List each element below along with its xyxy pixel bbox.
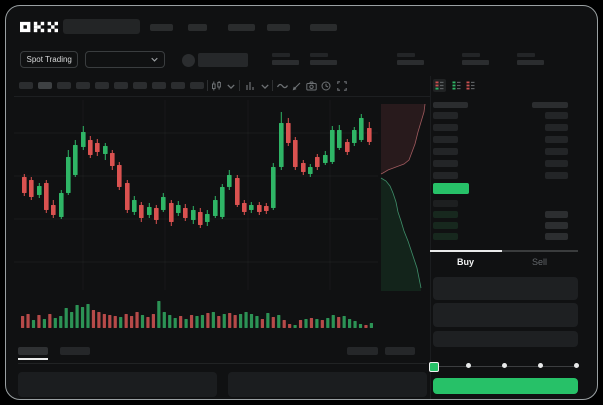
orderbook-view-asks[interactable]	[464, 79, 477, 92]
search-input[interactable]	[62, 18, 140, 34]
ask-row-price[interactable]	[432, 111, 458, 119]
ask-row-amount	[544, 147, 568, 155]
ask-row-price[interactable]	[432, 171, 458, 179]
coin-avatar	[181, 53, 195, 67]
fullscreen-icon[interactable]	[336, 80, 347, 91]
timeframe-button[interactable]	[132, 81, 147, 89]
chevron-down-icon[interactable]	[260, 83, 269, 89]
book-asks-icon	[466, 81, 474, 89]
toolbar-divider	[13, 95, 430, 97]
submit-order-button[interactable]	[432, 377, 578, 394]
timeframe-button[interactable]	[37, 81, 52, 89]
draw-pencil-icon[interactable]	[292, 81, 302, 91]
tab-buy[interactable]: Buy	[456, 256, 474, 267]
tab-sell[interactable]: Sell	[531, 256, 547, 267]
stat-label-placeholder	[309, 52, 328, 57]
bottom-panel	[17, 371, 217, 397]
ask-row-amount	[544, 123, 568, 131]
slider-step-dot[interactable]	[466, 363, 471, 368]
trading-mode-label: Spot Trading	[26, 54, 72, 64]
slider-step-dot[interactable]	[574, 363, 579, 368]
nav-item[interactable]	[187, 23, 207, 31]
trading-mode-selector[interactable]: Spot Trading	[19, 50, 78, 68]
panel-divider	[429, 75, 431, 399]
orderbook-header-left	[432, 101, 468, 108]
trade-tabs-track	[429, 249, 578, 252]
ask-row-amount	[544, 135, 568, 143]
bottom-tab[interactable]	[59, 346, 90, 355]
toolbar-separator	[238, 79, 240, 91]
app-window: Spot Trading	[5, 5, 598, 400]
slider-step-dot[interactable]	[502, 363, 507, 368]
order-form-field[interactable]	[432, 330, 578, 347]
ask-row-price[interactable]	[432, 135, 458, 143]
bid-row-amount	[544, 232, 568, 240]
timeframe-button[interactable]	[56, 81, 71, 89]
order-form-field[interactable]	[432, 276, 578, 300]
ask-row-price[interactable]	[432, 123, 458, 131]
stat-value-placeholder	[461, 59, 489, 65]
orderbook-view-combined[interactable]	[432, 78, 446, 92]
book-bids-icon	[452, 81, 460, 89]
ask-row-amount	[544, 111, 568, 119]
stat-value-placeholder	[271, 59, 299, 65]
replay-clock-icon[interactable]	[321, 81, 331, 91]
amount-slider-handle[interactable]	[428, 361, 439, 372]
bid-row-amount	[544, 210, 568, 218]
stat-label-placeholder	[461, 52, 480, 57]
toolbar-separator	[206, 79, 208, 91]
nav-item[interactable]	[227, 23, 255, 31]
chevron-down-icon[interactable]	[226, 83, 235, 89]
stat-value-placeholder	[396, 59, 424, 65]
candle-style-icon[interactable]	[211, 80, 222, 91]
bid-row-price[interactable]	[432, 210, 458, 218]
indicators-icon[interactable]	[245, 81, 255, 91]
nav-item[interactable]	[309, 23, 337, 31]
bid-row-price[interactable]	[432, 221, 458, 229]
timeframe-button[interactable]	[94, 81, 109, 89]
ask-row-price[interactable]	[432, 147, 458, 155]
bottom-bar-action[interactable]	[346, 346, 378, 355]
line-tool-icon[interactable]	[276, 82, 288, 90]
ask-row-amount	[544, 159, 568, 167]
orderbook-view-bids[interactable]	[450, 79, 463, 92]
okx-logo[interactable]	[19, 21, 58, 33]
nav-item[interactable]	[266, 23, 290, 31]
bottom-tab[interactable]	[17, 346, 48, 355]
stat-label-placeholder	[516, 52, 535, 57]
bottom-bar-action[interactable]	[384, 346, 415, 355]
last-price-bar[interactable]	[432, 182, 469, 194]
stat-label-placeholder	[396, 52, 415, 57]
chevron-down-icon	[150, 57, 158, 62]
book-combined-icon	[435, 81, 443, 89]
stat-label-placeholder	[271, 52, 290, 57]
stat-value-placeholder	[309, 59, 337, 65]
timeframe-button[interactable]	[18, 81, 33, 89]
bottom-panel	[227, 371, 427, 397]
slider-step-dot[interactable]	[538, 363, 543, 368]
timeframe-button[interactable]	[75, 81, 90, 89]
stage: Spot Trading	[5, 5, 598, 400]
price-chart-svg[interactable]	[5, 5, 598, 400]
camera-icon[interactable]	[305, 81, 317, 91]
bid-row-price[interactable]	[432, 232, 458, 240]
timeframe-button[interactable]	[189, 81, 204, 89]
pair-selector[interactable]	[84, 50, 165, 68]
toolbar-separator	[271, 79, 273, 91]
nav-item[interactable]	[149, 23, 173, 31]
timeframe-button[interactable]	[151, 81, 166, 89]
order-form-field[interactable]	[432, 302, 578, 327]
trade-tab-active-indicator	[429, 249, 502, 252]
bid-row-price[interactable]	[432, 199, 458, 207]
bottom-divider	[17, 362, 427, 364]
pair-name-placeholder	[197, 52, 248, 67]
timeframe-button[interactable]	[170, 81, 185, 89]
timeframe-button[interactable]	[113, 81, 128, 89]
orderbook-header-right	[531, 101, 568, 108]
bottom-tab-active-indicator	[17, 357, 48, 360]
bid-row-amount	[544, 221, 568, 229]
ask-row-price[interactable]	[432, 159, 458, 167]
ask-row-amount	[544, 171, 568, 179]
stat-value-placeholder	[516, 59, 544, 65]
